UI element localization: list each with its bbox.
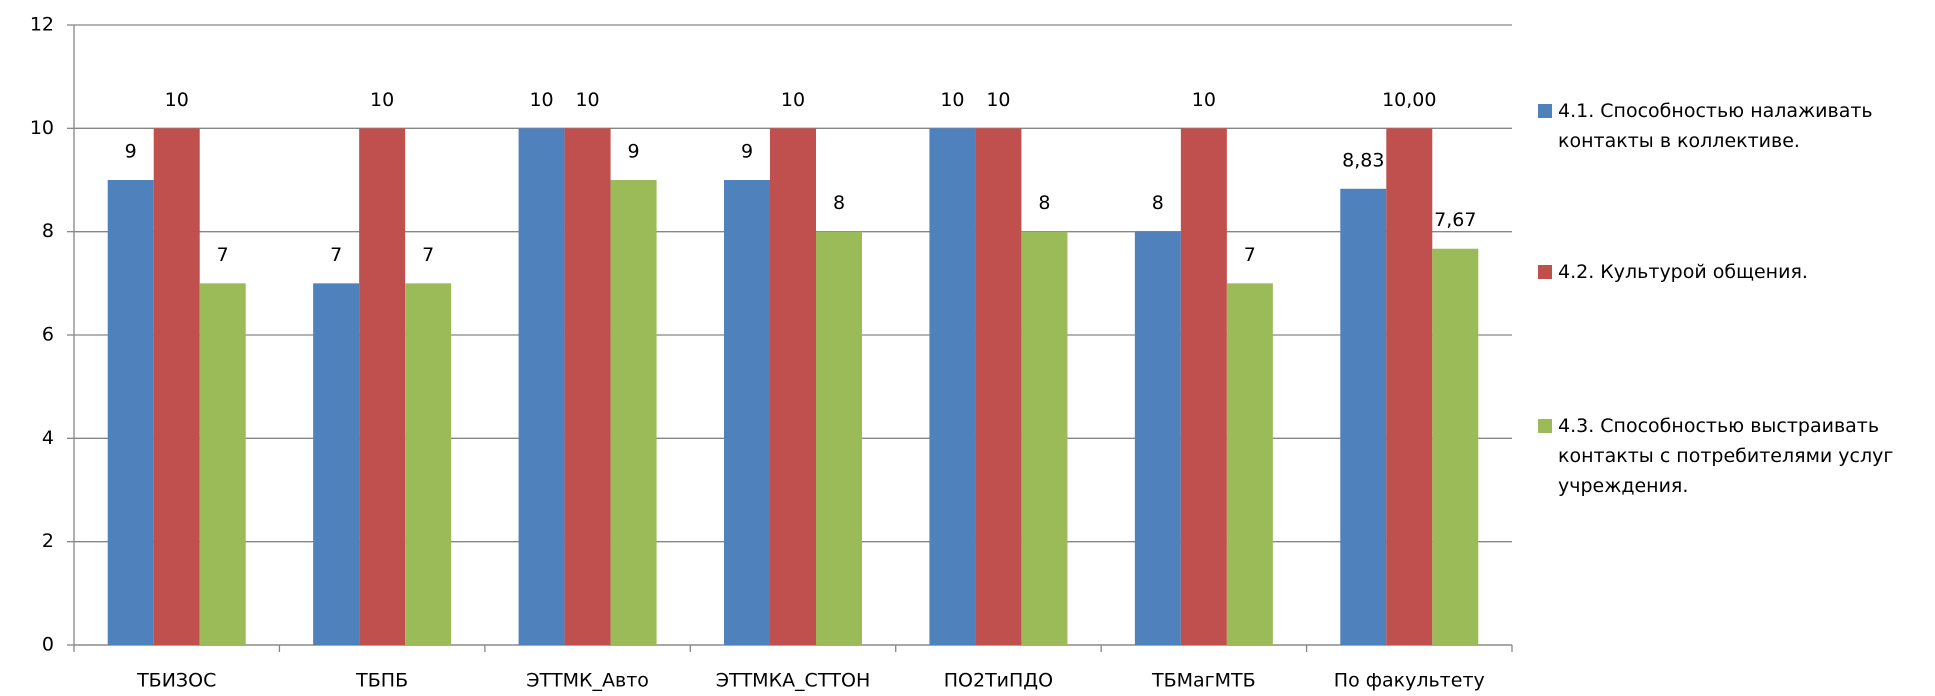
value-label: 10: [781, 89, 805, 111]
y-tick-label: 12: [30, 14, 54, 36]
bar: [1226, 283, 1273, 645]
y-tick-label: 10: [30, 117, 54, 139]
legend-label: 4.1. Способностью налаживать контакты в к…: [1558, 100, 1873, 152]
bar: [564, 128, 611, 646]
value-label: 10: [575, 89, 599, 111]
y-tick-label: 6: [42, 324, 54, 346]
value-label: 9: [628, 141, 640, 163]
bar: [770, 128, 816, 646]
value-label: 8: [1152, 192, 1164, 214]
bar: [929, 128, 976, 646]
bar: [975, 128, 1022, 646]
value-label: 10: [370, 89, 394, 111]
bar: [359, 128, 406, 646]
y-tick-label: 0: [42, 634, 54, 656]
x-tick-label: ТБИЗОС: [136, 670, 216, 692]
bar: [610, 180, 657, 645]
bar: [405, 283, 452, 645]
value-label: 7: [217, 244, 229, 266]
bar: [153, 128, 200, 646]
bar: [1021, 231, 1068, 645]
legend-swatch: [1538, 265, 1552, 279]
x-tick-label: ПО2ТиПДО: [944, 670, 1053, 692]
value-label: 10: [986, 89, 1010, 111]
value-label: 9: [125, 141, 137, 163]
bar: [1340, 188, 1387, 646]
bar: [107, 180, 154, 645]
bar: [1134, 231, 1181, 645]
value-label: 10: [1192, 89, 1216, 111]
value-label: 9: [741, 141, 753, 163]
x-tick-label: ТБПБ: [355, 670, 408, 692]
x-tick-label: ЭТТМК_Авто: [526, 670, 649, 692]
x-tick-label: ТБМагМТБ: [1151, 670, 1256, 692]
bar: [1180, 128, 1227, 646]
legend-label: 4.2. Культурой общения.: [1558, 261, 1808, 283]
x-tick-label: По факультету: [1334, 670, 1485, 692]
value-label: 7: [1244, 244, 1256, 266]
legend-label: 4.3. Способностью выстраивать контакты с …: [1558, 415, 1893, 497]
value-label: 8: [1038, 192, 1050, 214]
legend-swatch: [1538, 419, 1552, 433]
value-label: 7: [330, 244, 342, 266]
value-label: 10,00: [1382, 89, 1436, 111]
bar: [199, 283, 246, 645]
bar: [518, 128, 565, 646]
value-label: 7: [422, 244, 434, 266]
bar: [724, 180, 770, 645]
bar: [1386, 128, 1433, 646]
value-label: 10: [940, 89, 964, 111]
value-label: 8,83: [1342, 149, 1384, 171]
y-tick-label: 8: [42, 220, 54, 242]
value-label: 10: [165, 89, 189, 111]
value-label: 8: [833, 192, 845, 214]
x-tick-label: ЭТТМКА_СТТОН: [716, 670, 871, 692]
y-tick-label: 2: [42, 530, 54, 552]
legend-swatch: [1538, 104, 1552, 118]
y-tick-label: 4: [42, 427, 54, 449]
bar: [1432, 248, 1479, 645]
value-label: 10: [529, 89, 553, 111]
bar: [313, 283, 360, 645]
bar: [816, 231, 862, 645]
value-label: 7,67: [1434, 209, 1476, 231]
